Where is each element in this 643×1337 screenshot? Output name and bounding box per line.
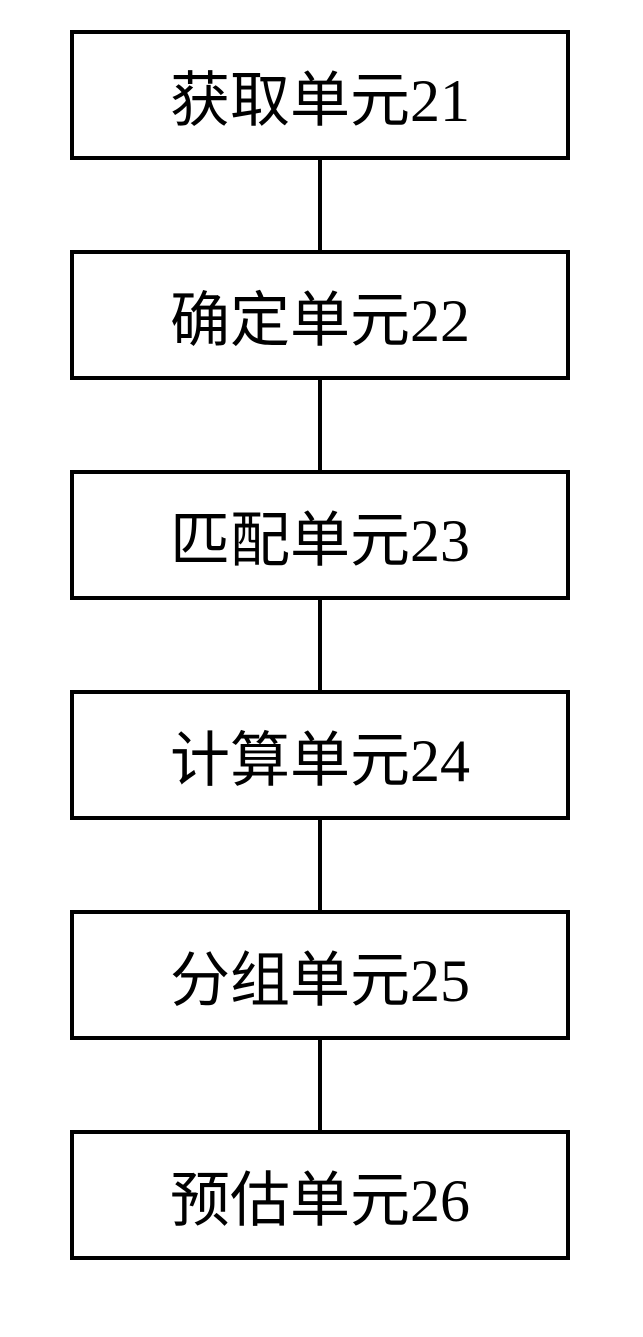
flowchart-edge bbox=[318, 820, 322, 910]
flowchart-node-n4: 计算单元24 bbox=[70, 690, 570, 820]
flowchart-edge bbox=[318, 600, 322, 690]
flowchart-node-label: 预估单元26 bbox=[170, 1152, 470, 1239]
flowchart-node-n3: 匹配单元23 bbox=[70, 470, 570, 600]
diagram-canvas: 获取单元21 确定单元22 匹配单元23 计算单元24 分组单元25 预估单元26 bbox=[0, 0, 643, 1337]
flowchart-node-label: 分组单元25 bbox=[170, 932, 470, 1019]
flowchart-edge bbox=[318, 380, 322, 470]
flowchart-node-n2: 确定单元22 bbox=[70, 250, 570, 380]
flowchart-edge bbox=[318, 160, 322, 250]
flowchart-edge bbox=[318, 1040, 322, 1130]
flowchart-node-label: 确定单元22 bbox=[170, 272, 470, 359]
flowchart-node-label: 匹配单元23 bbox=[170, 492, 470, 579]
flowchart-node-n5: 分组单元25 bbox=[70, 910, 570, 1040]
flowchart-node-n1: 获取单元21 bbox=[70, 30, 570, 160]
flowchart-node-label: 计算单元24 bbox=[170, 712, 470, 799]
flowchart-node-n6: 预估单元26 bbox=[70, 1130, 570, 1260]
flowchart-node-label: 获取单元21 bbox=[170, 52, 470, 139]
